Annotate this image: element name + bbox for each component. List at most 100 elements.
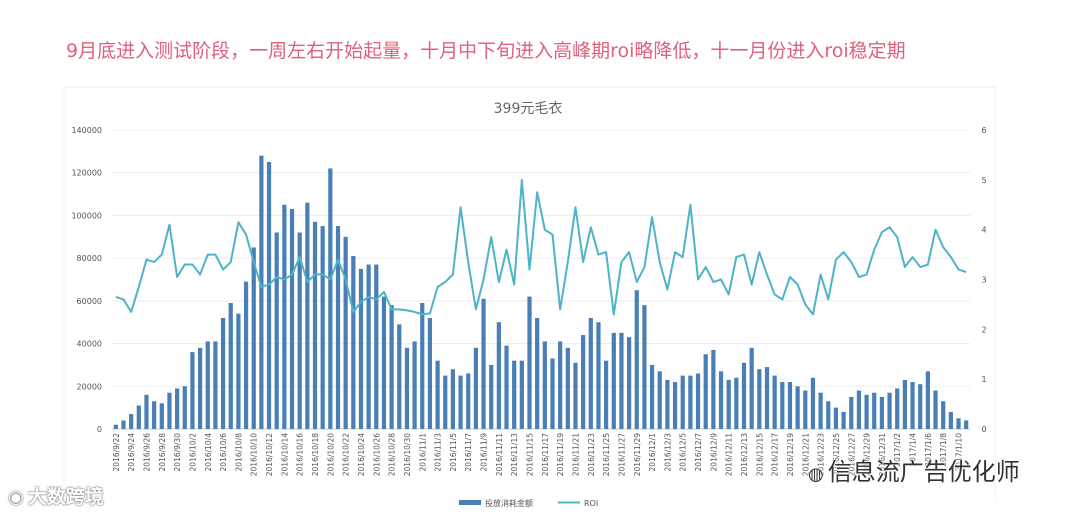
bar	[305, 202, 310, 429]
bar	[366, 264, 371, 429]
bar	[159, 403, 164, 429]
bar	[152, 401, 157, 429]
x-tick-label: 2016/11/23	[587, 433, 596, 476]
bar	[466, 373, 471, 429]
bar	[144, 394, 149, 429]
x-tick-label: 2016/9/30	[173, 433, 182, 472]
legend-label-line: ROI	[584, 499, 598, 508]
bar	[512, 360, 517, 429]
bar	[872, 392, 877, 429]
left-y-tick-label: 40000	[77, 340, 102, 349]
x-tick-label: 2016/10/16	[296, 433, 305, 476]
bar	[129, 414, 134, 429]
bar	[443, 375, 448, 429]
x-tick-label: 2016/12/23	[817, 433, 826, 476]
bar	[328, 168, 333, 429]
bar	[803, 390, 808, 429]
bar	[573, 362, 578, 429]
bar	[251, 247, 256, 429]
bar	[136, 405, 141, 429]
bar	[190, 352, 195, 429]
bar	[757, 369, 762, 429]
x-tick-label: 2016/9/22	[112, 433, 121, 472]
bar	[113, 424, 118, 429]
bar	[833, 407, 839, 429]
x-tick-label: 2016/12/5	[679, 433, 688, 472]
x-tick-label: 2016/10/2	[188, 433, 197, 472]
bar	[918, 384, 923, 429]
bar	[259, 155, 264, 429]
x-tick-label: 2016/11/3	[434, 433, 443, 472]
bar	[481, 298, 486, 429]
x-tick-label: 2016/9/26	[142, 433, 151, 472]
x-tick-label: 2016/11/15	[526, 433, 535, 476]
left-y-tick-label: 60000	[77, 297, 102, 306]
bar	[427, 317, 433, 429]
x-tick-label: 2017/1/8	[939, 433, 948, 467]
bar	[856, 390, 862, 429]
bar	[351, 256, 356, 429]
bar	[596, 322, 601, 429]
bar	[887, 392, 892, 429]
bar	[634, 290, 639, 429]
bar	[879, 396, 885, 429]
bar	[642, 305, 647, 429]
bar	[412, 341, 417, 429]
watermark-left-text: 大数跨境	[27, 486, 104, 508]
x-tick-label: 2016/10/30	[403, 433, 412, 476]
watermark-right: ◍ 信息流广告优化师	[808, 452, 1020, 487]
x-tick-label: 2016/10/4	[204, 433, 213, 472]
x-tick-label: 2016/10/18	[311, 433, 320, 476]
x-tick-label: 2016/10/14	[280, 433, 289, 476]
bar	[672, 382, 678, 429]
x-tick-label: 2016/11/29	[633, 433, 642, 476]
bar	[680, 375, 685, 429]
right-y-axis: 0 1 2 3 4 5 6	[981, 126, 986, 434]
x-tick-label: 2016/12/25	[832, 433, 841, 476]
left-y-tick-label: 20000	[77, 382, 102, 391]
x-tick-label: 2016/10/10	[250, 433, 259, 476]
x-tick-label: 2017/1/10	[955, 433, 964, 472]
x-tick-label: 2016/11/17	[541, 433, 550, 476]
bar	[711, 349, 716, 429]
bar	[565, 347, 570, 429]
bar	[665, 379, 670, 429]
bar	[489, 364, 494, 429]
x-tick-label: 2016/12/11	[725, 433, 734, 476]
right-y-tick-label: 4	[981, 226, 986, 235]
bar	[849, 396, 854, 429]
x-tick-label: 2016/9/28	[158, 433, 167, 472]
x-tick-label: 2016/12/1	[648, 433, 657, 472]
bar	[741, 362, 747, 429]
bar	[964, 420, 969, 429]
bar	[420, 302, 425, 429]
bar	[688, 375, 693, 429]
x-tick-label: 2016/10/20	[326, 433, 335, 476]
x-tick-label: 2016/12/27	[847, 433, 856, 476]
x-tick-label: 2016/11/7	[464, 433, 473, 472]
bar	[910, 382, 915, 429]
bar	[266, 162, 272, 430]
bar	[734, 377, 739, 429]
wechat-icon: ◍	[808, 464, 824, 485]
bar	[228, 302, 233, 429]
x-axis-labels: 2016/9/22 2016/9/24 2016/9/26 2016/9/28 2016…	[112, 433, 964, 476]
chart-title: 399元毛衣	[494, 101, 563, 117]
bar	[895, 388, 900, 429]
bar	[626, 337, 632, 429]
x-tick-label: 2017/1/2	[893, 433, 902, 467]
left-y-tick-label: 80000	[77, 254, 102, 263]
bar	[902, 379, 907, 429]
bar	[175, 388, 180, 429]
x-tick-label: 2016/10/26	[372, 433, 381, 476]
x-tick-label: 2016/12/13	[740, 433, 749, 476]
bar	[619, 332, 624, 429]
x-tick-label: 2016/12/19	[786, 433, 795, 476]
bar	[197, 347, 203, 429]
x-tick-label: 2016/11/25	[602, 433, 611, 476]
legend-label-bar: 投放消耗金额	[485, 498, 533, 508]
watermark-right-text: 信息流广告优化师	[827, 458, 1020, 486]
bar	[450, 369, 456, 429]
bar	[435, 360, 440, 429]
